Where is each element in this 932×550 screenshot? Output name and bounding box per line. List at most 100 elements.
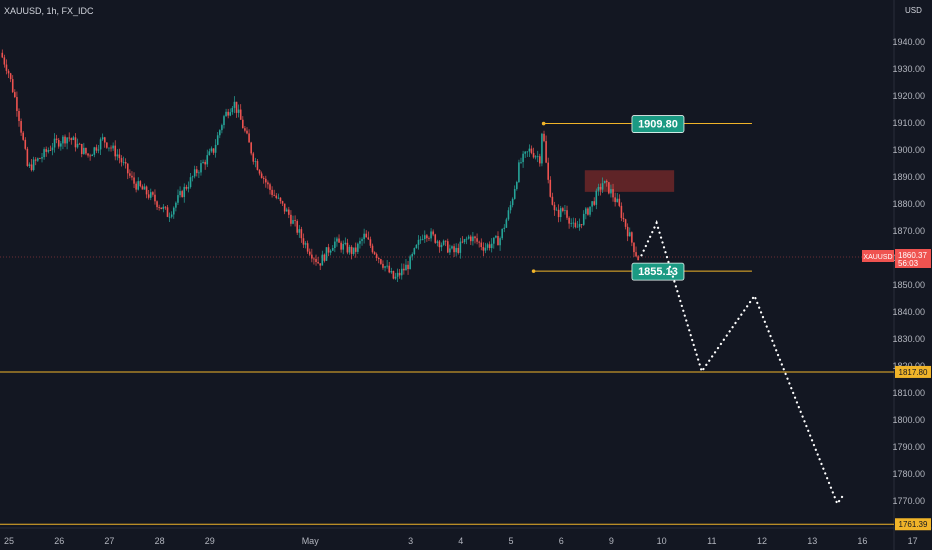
candle [200,159,202,176]
candle [246,127,248,135]
candle-body [432,231,434,235]
candle-body [363,233,365,240]
candle-body [440,244,443,248]
candle-body [43,149,45,158]
candle-body [108,147,110,149]
candle-body [585,208,587,214]
candle-body [354,247,357,252]
candle [143,183,146,190]
candle-body [428,238,430,239]
candle-body [158,207,160,208]
candle-body [495,235,497,238]
candle-body [365,233,368,238]
candle [319,263,322,270]
candle-body [51,147,54,151]
candle-body [336,238,338,242]
candle-body [444,240,447,242]
candle [5,59,8,75]
candle [371,243,374,254]
candle [545,135,547,164]
candle-body [608,182,610,194]
candle [28,162,31,168]
candle [108,147,110,152]
candle [411,252,414,261]
candle [329,249,332,256]
candle-body [18,110,20,122]
candle-body [400,268,403,276]
candle-body [499,238,501,246]
candle-body [392,270,395,279]
candle-body [589,206,591,215]
candle [562,206,564,213]
candle-body [453,246,455,253]
candle [539,153,541,167]
candle-body [520,162,522,163]
candle-body [200,163,202,173]
candle-body [300,229,303,239]
candle [616,193,619,203]
candle-body [193,169,196,177]
candle [149,188,152,201]
candle-body [237,109,240,113]
candle-body [562,208,564,211]
candle [549,176,552,198]
candle [172,206,175,219]
candle [227,108,229,119]
candle-body [599,186,602,190]
candle [181,189,183,198]
candle-body [62,136,64,144]
candle-body [175,202,177,208]
candle-body [455,247,457,253]
candle [459,237,462,259]
candle [505,217,508,229]
candle-body [371,245,374,253]
level-anchor-dot [531,269,536,273]
candle [518,159,520,184]
current-symbol-badge-bg [862,250,894,263]
candle [377,257,380,264]
candle-body [490,243,493,249]
candle-body [503,227,506,229]
candle [45,146,47,157]
x-tick-label: 13 [807,536,817,546]
candle [474,235,476,244]
candle-body [459,241,462,253]
candle-body [409,256,411,270]
candle-body [74,137,77,148]
candle [152,191,154,197]
candle-body [45,149,47,152]
candle-body [223,116,225,126]
candle [91,153,94,157]
candle [511,197,514,208]
candle-body [288,209,290,215]
candle [126,163,129,180]
candle-body [476,238,478,242]
candle [467,234,470,240]
candle [453,243,455,257]
candle-body [601,183,604,190]
candle [413,247,416,256]
candle-body [149,192,152,198]
candle [599,183,602,196]
candle [66,137,68,150]
candle-body [576,226,579,228]
candle-body [229,112,232,116]
candle [365,230,368,238]
candle-body [568,217,570,224]
candle [637,255,639,261]
candle [344,237,347,246]
candle [49,145,52,151]
candle-body [116,154,119,157]
candle-body [85,147,87,154]
candle [156,200,158,211]
candle-body [271,189,273,195]
candle-body [329,250,332,253]
candle [382,260,384,270]
candle-body [145,186,148,195]
y-tick-label: 1780.00 [892,469,925,479]
candle-body [195,169,198,174]
candle-body [605,180,608,183]
